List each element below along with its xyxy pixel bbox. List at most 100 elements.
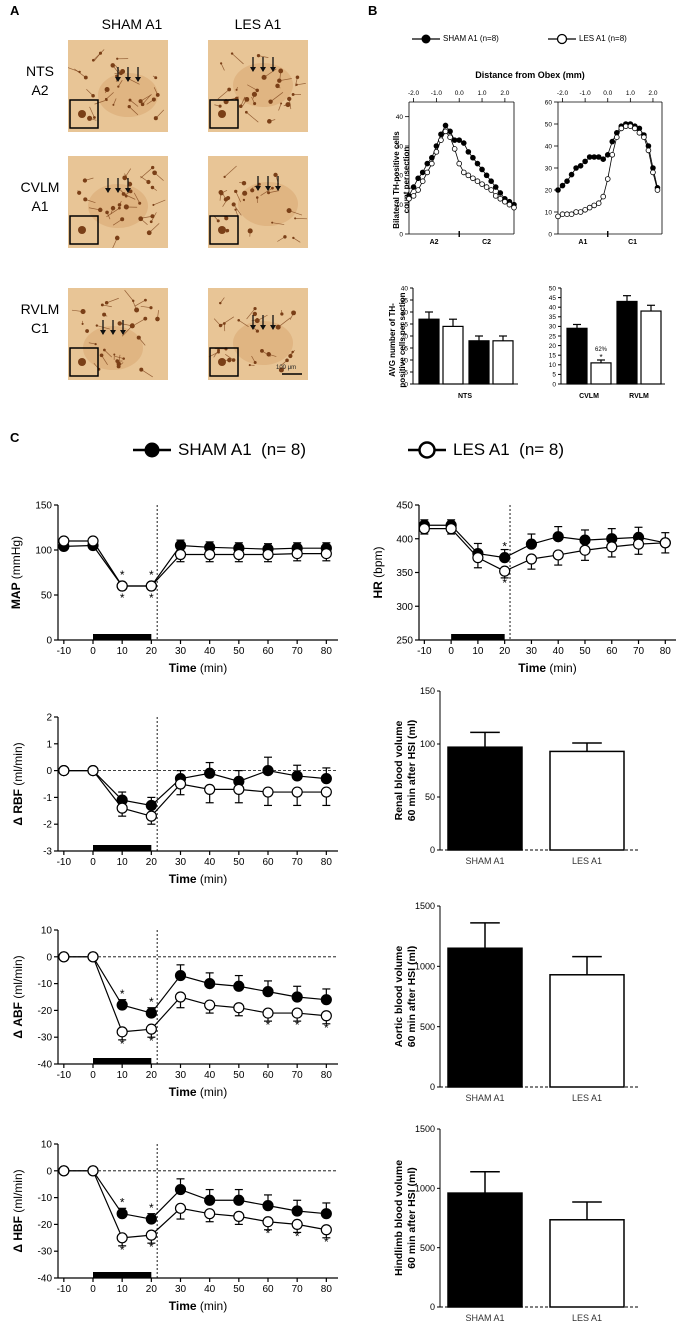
arrow-icon	[115, 77, 121, 82]
inset-box	[69, 99, 99, 129]
y-tick-label: 20	[396, 173, 404, 180]
x-category-label: SHAM A1	[465, 856, 504, 866]
x-tick-label: -2.0	[557, 90, 569, 97]
cell	[266, 352, 271, 357]
sig-star: *	[266, 1227, 271, 1241]
cell	[127, 105, 131, 109]
cell	[219, 323, 223, 327]
y-tick-label: 25	[401, 321, 409, 328]
cell	[244, 110, 248, 114]
les-point	[87, 1165, 99, 1177]
x-tick-label: 2.0	[648, 90, 657, 97]
cell	[77, 190, 82, 195]
cell	[230, 52, 234, 55]
sham-point	[579, 534, 591, 546]
fiber	[134, 299, 146, 307]
cell	[278, 367, 284, 373]
cell	[117, 321, 122, 326]
x-axis-title-main: Time	[169, 661, 200, 675]
arrow-icon	[120, 330, 126, 335]
x-tick-label: 0	[90, 1070, 96, 1081]
cell	[131, 299, 135, 303]
les-point	[204, 1208, 216, 1220]
cell	[252, 311, 258, 317]
sig-star: *	[266, 1018, 271, 1032]
legend-les-marker	[418, 441, 436, 459]
fiber	[123, 193, 136, 200]
fiber	[224, 165, 237, 178]
y-tick-label: 30	[549, 324, 557, 331]
x-category-label: SHAM A1	[465, 1313, 504, 1323]
y-axis-title-unit: (ml/min)	[11, 1169, 25, 1212]
chart-b_top_right: 0 10 20 30 40 50 60 -2.0 -1.0 0.0 1.0 2.0 A1 C1	[545, 90, 663, 246]
les-point	[460, 169, 467, 176]
y-tick-label: 1500	[415, 901, 435, 911]
row-label-cvlm: CVLM A1	[12, 178, 68, 216]
y-tick-label: 20	[401, 333, 409, 340]
sham-point	[262, 986, 274, 998]
cell	[220, 62, 223, 65]
sham-point	[559, 182, 566, 189]
x-category-label: LES A1	[572, 1093, 602, 1103]
sham-point	[116, 1208, 128, 1220]
x-tick-label: 30	[175, 857, 187, 868]
inset-cell	[218, 358, 226, 366]
chart-c_hr: 250 300 350 400 450 -10 0 10 20 30 40 50 60 70 80 * * Tim…	[371, 501, 676, 675]
cell	[117, 203, 122, 207]
sham-bar	[418, 318, 440, 385]
x-tick-label: 80	[321, 1284, 333, 1295]
cell	[251, 91, 258, 97]
y-tick-label: 40	[545, 143, 553, 150]
les-point	[579, 544, 591, 556]
fiber	[153, 199, 166, 206]
chart-c_aortic_vol: 0 500 1000 1500 SHAM A1 LES A1 Aortic blood vo…	[393, 901, 640, 1103]
sham-point	[586, 154, 593, 160]
region-label: A1	[578, 239, 587, 246]
y-axis-title-unit: (mmHg)	[9, 536, 23, 579]
les-point	[559, 211, 566, 218]
sham-point	[552, 531, 564, 543]
x-tick-label: 20	[146, 646, 158, 657]
cell	[155, 316, 160, 322]
fiber	[238, 319, 249, 328]
y-tick-label: -20	[38, 1220, 53, 1231]
cell	[91, 58, 95, 62]
fiber	[129, 99, 139, 107]
cell	[149, 220, 153, 224]
les-point	[116, 1232, 128, 1244]
sham-point	[474, 160, 481, 167]
cell	[83, 75, 88, 80]
les-point	[582, 207, 588, 213]
sig-star: *	[295, 1018, 300, 1032]
row-label-line: NTS	[26, 63, 54, 79]
cell	[225, 195, 231, 201]
y-tick-label: 2	[46, 713, 52, 724]
cell	[138, 201, 142, 205]
y-tick-label: 10	[549, 362, 557, 369]
sham-point	[204, 1194, 216, 1206]
x-tick-label: 0	[90, 646, 96, 657]
cell	[260, 348, 264, 353]
cell	[286, 208, 292, 214]
cell	[225, 228, 230, 233]
micrograph-svg	[208, 156, 308, 248]
distance-axis-title: Distance from Obex (mm)	[475, 70, 585, 80]
arrow-icon	[255, 186, 261, 191]
hsi-period-bar	[93, 845, 152, 851]
sham-point	[470, 154, 476, 161]
les-point	[58, 535, 70, 547]
sham-point	[291, 1205, 303, 1217]
x-tick-label: -10	[417, 646, 432, 657]
sham-point	[145, 1007, 157, 1019]
fiber	[106, 207, 120, 218]
panel-c-letter: C	[10, 430, 20, 445]
y-tick-label: -20	[38, 1006, 53, 1017]
sig-star: *	[149, 1240, 154, 1254]
cell	[227, 357, 232, 363]
sham-point	[525, 538, 538, 550]
cell	[248, 364, 251, 367]
x-tick-label: 50	[233, 1070, 245, 1081]
inset-box	[209, 99, 239, 129]
x-axis-title-main: Time	[169, 1085, 200, 1099]
panel-b-letter: B	[368, 3, 378, 18]
